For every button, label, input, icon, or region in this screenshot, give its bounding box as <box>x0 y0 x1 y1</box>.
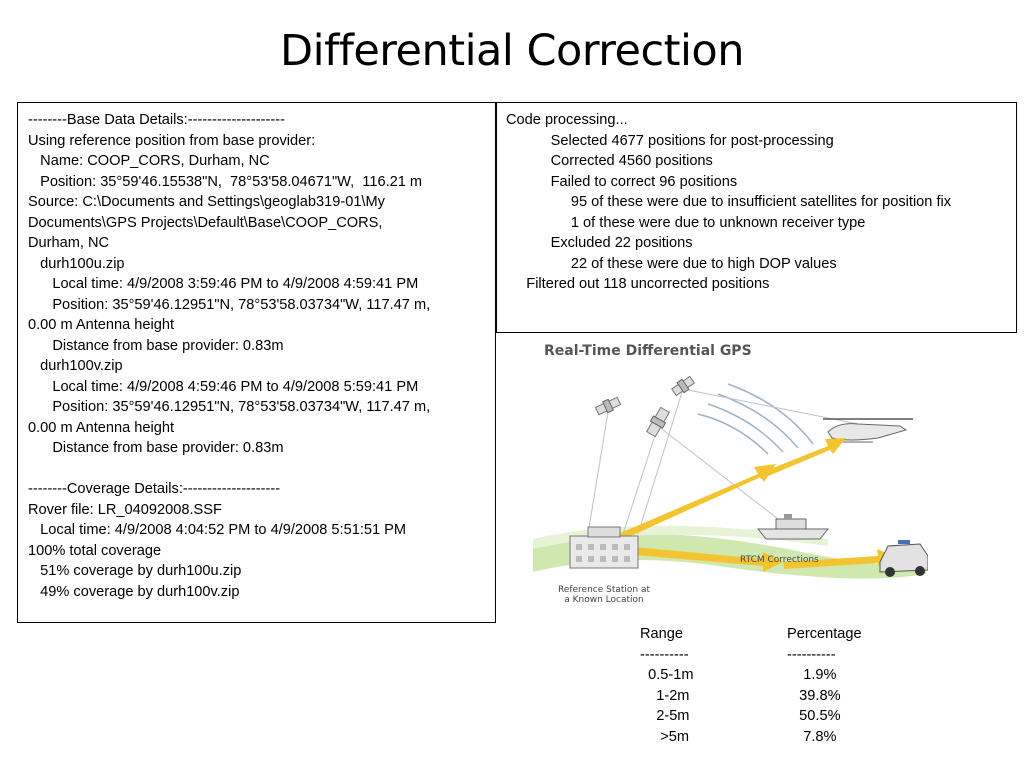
helicopter-icon <box>823 418 913 443</box>
text-line: 0.00 m Antenna height <box>28 419 175 436</box>
code-processing-lines: Code processing... Selected 4677 positio… <box>506 110 1012 295</box>
table-row: 1-2m 39.8% <box>640 686 862 707</box>
percentage-separator: ---------- <box>787 646 836 663</box>
percentage-cell: 39.8% <box>787 687 841 704</box>
text-line: Durham, NC <box>28 235 110 251</box>
car-icon <box>879 540 928 577</box>
text-line: Distance from base provider: 0.83m <box>28 337 284 354</box>
text-line: Distance from base provider: 0.83m <box>28 440 284 456</box>
text-line: 1 of these were due to unknown receiver … <box>506 214 866 231</box>
text-line: Rover file: LR_04092008.SSF <box>28 501 222 518</box>
range-cell: 1-2m <box>640 687 690 704</box>
text-line: 100% total coverage <box>28 542 162 559</box>
satellite-icon <box>645 406 671 438</box>
percentage-cell: 7.8% <box>787 728 837 745</box>
text-line: Failed to correct 96 positions <box>506 173 738 190</box>
percentage-header: Percentage <box>787 626 862 642</box>
range-header: Range <box>640 626 684 642</box>
text-line: Position: 35°59'46.15538"N, 78°53'58.046… <box>28 173 423 190</box>
text-line: durh100v.zip <box>28 358 123 374</box>
text-line: Corrected 4560 positions <box>506 153 713 169</box>
satellite-icon <box>594 396 622 416</box>
text-line: Code processing... <box>506 112 628 128</box>
table-header-row: Range Percentage <box>640 624 862 645</box>
rtcm-label: RTCM Corrections <box>740 555 819 565</box>
percentage-cell: 1.9% <box>787 667 837 683</box>
table-row: >5m 7.8% <box>640 727 862 748</box>
text-line: Excluded 22 positions <box>506 235 693 251</box>
text-line: Local time: 4/9/2008 3:59:46 PM to 4/9/2… <box>28 276 419 292</box>
range-cell: >5m <box>640 728 690 745</box>
text-line: Selected 4677 positions for post-process… <box>506 132 834 149</box>
text-line: Name: COOP_CORS, Durham, NC <box>28 153 270 169</box>
text-line: Source: C:\Documents and Settings\geogla… <box>28 194 385 210</box>
station-label-line-2: a Known Location <box>564 595 643 605</box>
range-cell: 0.5-1m <box>640 667 694 683</box>
text-line: 49% coverage by durh100v.zip <box>28 583 240 600</box>
base-data-lines: --------Base Data Details:--------------… <box>28 110 491 602</box>
text-line: Local time: 4/9/2008 4:04:52 PM to 4/9/2… <box>28 522 407 538</box>
text-line: --------Base Data Details:--------------… <box>28 112 285 128</box>
table-row: 2-5m 50.5% <box>640 706 862 727</box>
correction-arrows <box>618 438 896 572</box>
table-separator-row: ---------- ---------- <box>640 645 862 666</box>
text-line: --------Coverage Details:---------------… <box>28 481 281 497</box>
text-line: Using reference position from base provi… <box>28 132 316 149</box>
text-line: Local time: 4/9/2008 4:59:46 PM to 4/9/2… <box>28 378 419 395</box>
text-line: Filtered out 118 uncorrected positions <box>506 276 770 292</box>
figure-title: Real-Time Differential GPS <box>544 343 752 359</box>
text-line: Position: 35°59'46.12951"N, 78°53'58.037… <box>28 399 431 415</box>
text-line: Documents\GPS Projects\Default\Base\COOP… <box>28 214 383 231</box>
base-data-details-box: --------Base Data Details:--------------… <box>17 102 496 623</box>
text-line: 51% coverage by durh100u.zip <box>28 563 242 579</box>
text-line: 22 of these were due to high DOP values <box>506 255 837 272</box>
text-line: Position: 35°59'46.12951"N, 78°53'58.037… <box>28 296 431 313</box>
signal-waves <box>697 383 814 455</box>
table-row: 0.5-1m 1.9% <box>640 665 862 686</box>
text-line <box>28 459 491 480</box>
station-label-line-1: Reference Station at <box>558 585 651 595</box>
percentage-cell: 50.5% <box>787 708 841 724</box>
real-time-dgps-figure: Real-Time Differential GPS <box>533 343 928 605</box>
satellite-signal-lines <box>587 388 859 535</box>
text-line: 0.00 m Antenna height <box>28 317 175 333</box>
text-line: durh100u.zip <box>28 255 125 272</box>
satellite-icon <box>670 375 696 397</box>
text-line: 95 of these were due to insufficient sat… <box>506 194 952 210</box>
ship-icon <box>756 514 830 540</box>
code-processing-box: Code processing... Selected 4677 positio… <box>496 102 1017 333</box>
range-cell: 2-5m <box>640 708 690 724</box>
page-title: Differential Correction <box>280 26 744 76</box>
reference-station-icon <box>569 526 639 569</box>
range-percentage-table: Range Percentage ---------- ---------- 0… <box>640 624 862 747</box>
range-separator: ---------- <box>640 646 689 663</box>
